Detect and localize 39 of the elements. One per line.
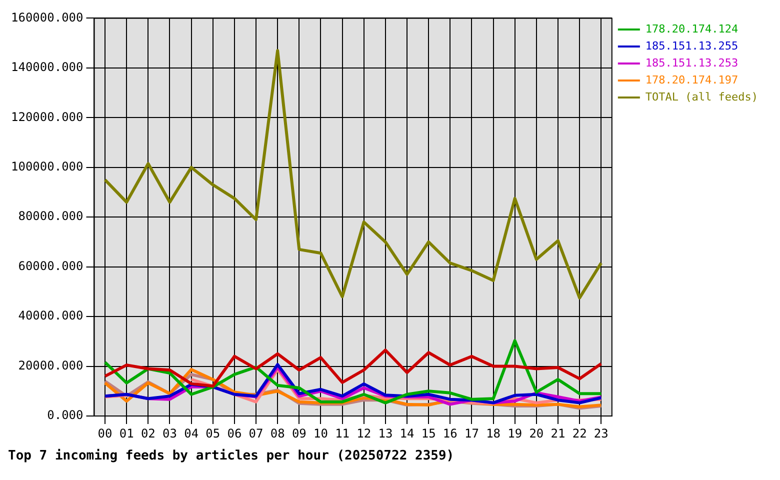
x-tick-label: 18 — [486, 426, 501, 440]
x-tick-label: 00 — [98, 426, 112, 440]
legend-label: 185.151.13.255 — [645, 39, 738, 52]
y-tick-label: 120000.000 — [10, 110, 84, 124]
legend-label: 178.20.174.124 — [645, 22, 739, 36]
x-tick-label: 14 — [400, 426, 414, 440]
x-tick-label: 13 — [378, 426, 393, 440]
y-tick-label: 80000.000 — [18, 209, 84, 224]
y-tick-label: 20000.000 — [18, 358, 84, 372]
x-tick-label: 01 — [119, 426, 134, 440]
y-tick-label: 140000.000 — [10, 60, 84, 74]
x-tick-label: 15 — [421, 426, 436, 440]
legend-label: 178.20.174.197 — [645, 73, 738, 86]
legend-label: 185.151.13.253 — [645, 56, 738, 70]
y-tick-label: 0.000 — [47, 408, 84, 422]
y-tick-label: 100000.000 — [10, 160, 84, 174]
legend-label: TOTAL (all feeds) — [645, 90, 758, 104]
x-tick-label: 09 — [292, 426, 306, 440]
y-tick-label: 160000.000 — [10, 10, 84, 24]
x-tick-label: 02 — [140, 426, 156, 440]
text: Top 7 incoming feeds by articles per hour (20250722 2359) — [8, 448, 454, 464]
y-tick-label: 60000.000 — [18, 258, 84, 273]
x-tick-label: 17 — [464, 426, 479, 440]
x-tick-label: 04 — [184, 426, 199, 440]
x-tick-label: 16 — [442, 426, 458, 440]
x-tick-label: 06 — [227, 426, 242, 440]
x-tick-label: 21 — [550, 426, 566, 440]
x-tick-label: 05 — [206, 426, 220, 440]
x-tick-label: 11 — [335, 426, 350, 440]
x-tick-label: 08 — [270, 426, 285, 440]
y-tick-label: 40000.000 — [18, 308, 84, 323]
x-tick-label: 19 — [508, 426, 522, 440]
x-tick-label: 23 — [594, 426, 608, 440]
x-tick-label: 22 — [572, 426, 587, 440]
x-tick-label: 03 — [162, 426, 177, 440]
x-tick-label: 10 — [314, 426, 328, 440]
x-tick-label: 20 — [529, 426, 544, 440]
x-tick-label: 07 — [248, 426, 264, 440]
x-tick-label: 12 — [356, 426, 372, 440]
